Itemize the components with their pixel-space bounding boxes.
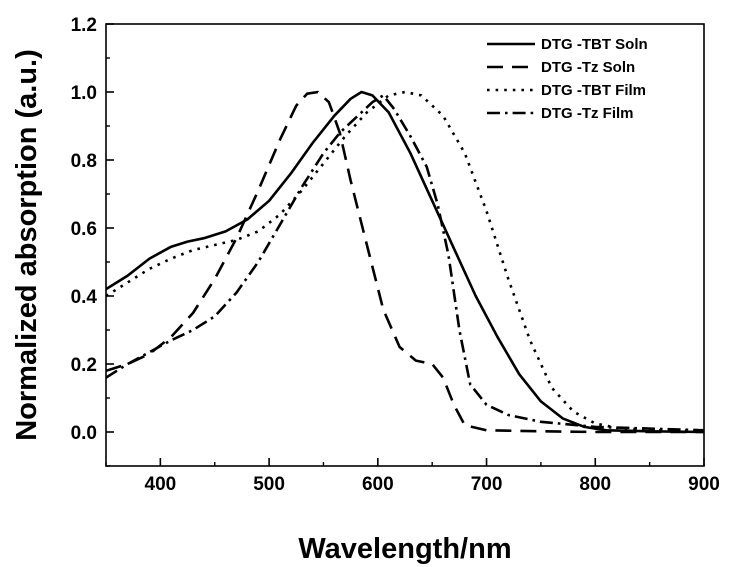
x-axis-title: Wavelength/nm (298, 533, 511, 565)
y-tick-label: 0.2 (71, 355, 97, 376)
legend: DTG -TBT Soln DTG -Tz Soln DTG -TBT Film DT… (487, 36, 648, 122)
x-tick-label: 400 (145, 474, 177, 495)
y-tick-label: 0.4 (71, 287, 98, 308)
legend-label-1: DTG -TBT Soln (541, 36, 648, 53)
x-tick-label: 600 (362, 474, 394, 495)
series-line-2 (106, 90, 704, 434)
legend-label-4: DTG -Tz Film (541, 105, 634, 122)
legend-label-2: DTG -Tz Soln (541, 59, 635, 76)
series-line-4 (106, 94, 704, 432)
y-tick-label: 1.0 (71, 83, 97, 104)
plot-frame (105, 23, 705, 467)
y-tick-label: 0.0 (71, 423, 97, 444)
y-axis-title: Normalized absorption (a.u.) (11, 49, 43, 441)
x-tick-label: 900 (688, 474, 720, 495)
y-tick-label: 0.8 (71, 151, 97, 172)
x-axis: 400 500 600 700 800 900 (105, 458, 720, 495)
x-tick-label: 500 (253, 474, 285, 495)
y-tick-label: 0.6 (71, 219, 97, 240)
y-axis: 0.0 0.2 0.4 0.6 0.8 1.0 1.2 (71, 15, 114, 467)
x-tick-label: 700 (471, 474, 503, 495)
series-line-1 (106, 90, 704, 434)
x-tick-label: 800 (579, 474, 611, 495)
y-tick-label: 1.2 (71, 15, 97, 36)
series-layer (106, 90, 704, 434)
legend-label-3: DTG -TBT Film (541, 82, 646, 99)
